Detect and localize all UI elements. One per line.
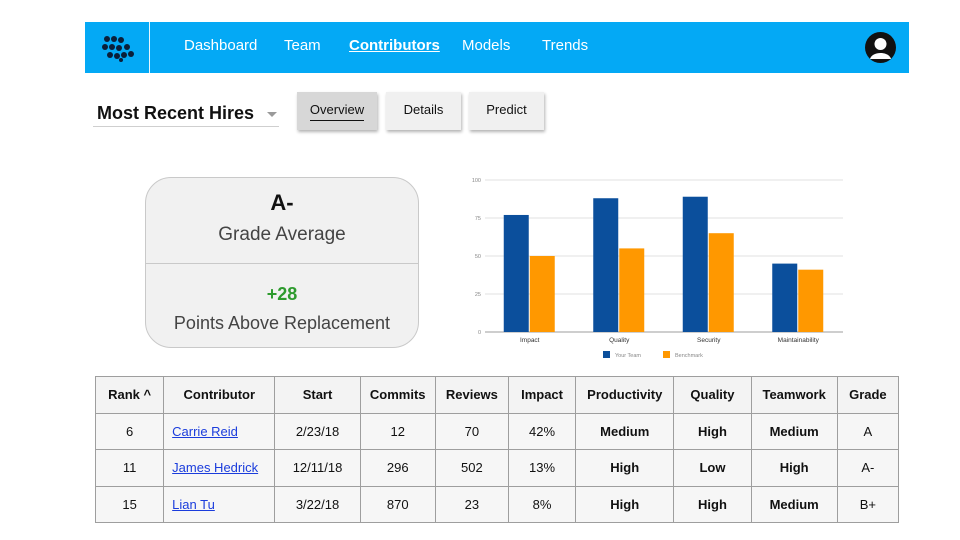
- tab-overview[interactable]: Overview: [297, 92, 377, 130]
- nav-item-models[interactable]: Models: [462, 37, 511, 54]
- nav-item-trends[interactable]: Trends: [542, 37, 589, 54]
- column-header-start[interactable]: Start: [274, 376, 361, 414]
- cell-quality: Low: [673, 449, 752, 487]
- cell-rank: 15: [94, 485, 165, 523]
- user-avatar-icon[interactable]: [865, 32, 896, 63]
- table-header-row: Rank ^ Contributor Start Commits Reviews…: [94, 376, 900, 414]
- grade-average-label: Grade Average: [218, 224, 346, 245]
- column-header-reviews[interactable]: Reviews: [434, 376, 509, 414]
- tab-predict-label: Predict: [486, 102, 527, 117]
- tab-details-label: Details: [403, 102, 444, 117]
- column-header-productivity[interactable]: Productivity: [575, 376, 675, 414]
- cell-productivity: Medium: [575, 412, 675, 450]
- y-tick-label: 75: [475, 216, 481, 222]
- column-header-grade[interactable]: Grade: [836, 376, 900, 414]
- tab-details[interactable]: Details: [386, 92, 461, 130]
- table-row: 11 James Hedrick 12/11/18 296 502 13% Hi…: [94, 449, 900, 487]
- cell-quality: High: [673, 412, 752, 450]
- legend-swatch: [603, 351, 610, 358]
- top-nav-bar: Dashboard Team Contributors Models Trend…: [85, 22, 909, 73]
- bar-benchmark: [798, 269, 824, 332]
- cell-contributor: Carrie Reid: [163, 412, 276, 450]
- view-select-label: Most Recent Hires: [97, 103, 255, 123]
- grade-average-value: A-: [270, 190, 294, 215]
- cell-teamwork: High: [750, 449, 838, 487]
- legend-swatch: [663, 351, 670, 358]
- nav-item-team[interactable]: Team: [284, 37, 321, 54]
- cell-teamwork: Medium: [750, 412, 838, 450]
- cell-teamwork: Medium: [750, 485, 838, 523]
- nav-item-dashboard[interactable]: Dashboard: [184, 37, 258, 54]
- cell-productivity: High: [575, 449, 675, 487]
- points-above-replacement-label: Points Above Replacement: [173, 313, 391, 333]
- points-above-replacement-value: +28: [266, 284, 298, 304]
- column-header-contributor[interactable]: Contributor: [163, 376, 276, 414]
- cell-contributor: James Hedrick: [163, 449, 276, 487]
- contributor-link[interactable]: Lian Tu: [172, 496, 215, 512]
- table-row: 15 Lian Tu 3/22/18 870 23 8% High High M…: [94, 485, 900, 523]
- cell-rank: 11: [94, 449, 165, 487]
- x-tick-label: Quality: [609, 337, 630, 344]
- cell-grade: A: [836, 412, 900, 450]
- cell-reviews: 70: [434, 412, 509, 450]
- column-header-quality[interactable]: Quality: [673, 376, 752, 414]
- bar-benchmark: [529, 256, 555, 332]
- grade-summary-card: A- Grade Average +28 Points Above Replac…: [145, 177, 419, 348]
- metrics-bar-chart: 0 25 50 75 100 Impact Quality Security Maintaina…: [455, 170, 855, 365]
- bar-chart-svg: 0 25 50 75 100 Impact Quality Security Maintaina…: [472, 178, 843, 359]
- y-tick-label: 50: [475, 254, 481, 260]
- nav-item-contributors[interactable]: Contributors: [349, 37, 440, 54]
- y-tick-label: 0: [478, 330, 481, 336]
- cell-start: 3/22/18: [274, 485, 361, 523]
- y-tick-label: 25: [475, 292, 481, 298]
- bar-your-team: [772, 263, 798, 332]
- x-tick-label: Security: [697, 337, 721, 344]
- table-row: 6 Carrie Reid 2/23/18 12 70 42% Medium H…: [94, 412, 900, 450]
- bar-your-team: [503, 214, 529, 332]
- cell-reviews: 23: [434, 485, 509, 523]
- cell-commits: 296: [359, 449, 436, 487]
- bar-benchmark: [619, 248, 645, 332]
- column-header-teamwork[interactable]: Teamwork: [750, 376, 838, 414]
- chevron-down-icon: [267, 112, 277, 117]
- cell-productivity: High: [575, 485, 675, 523]
- cell-impact: 8%: [507, 485, 577, 523]
- cell-commits: 12: [359, 412, 436, 450]
- logo-icon[interactable]: [101, 34, 137, 62]
- cell-impact: 13%: [507, 449, 577, 487]
- cell-contributor: Lian Tu: [163, 485, 276, 523]
- cell-reviews: 502: [434, 449, 509, 487]
- cell-grade: A-: [836, 449, 900, 487]
- contributors-table: Rank ^ Contributor Start Commits Reviews…: [94, 376, 900, 523]
- cell-quality: High: [673, 485, 752, 523]
- y-tick-label: 100: [472, 178, 481, 184]
- cell-rank: 6: [94, 412, 165, 450]
- view-select-dropdown[interactable]: Most Recent Hires: [93, 100, 279, 127]
- cell-grade: B+: [836, 485, 900, 523]
- cell-commits: 870: [359, 485, 436, 523]
- legend-label: Your Team: [615, 353, 641, 359]
- column-header-impact[interactable]: Impact: [507, 376, 577, 414]
- bar-benchmark: [708, 233, 734, 332]
- x-tick-label: Impact: [520, 337, 540, 344]
- contributor-link[interactable]: James Hedrick: [172, 460, 259, 476]
- column-header-commits[interactable]: Commits: [359, 376, 436, 414]
- contributor-link[interactable]: Carrie Reid: [172, 423, 238, 439]
- card-divider: [146, 263, 418, 264]
- column-header-rank[interactable]: Rank ^: [94, 376, 165, 414]
- tab-overview-label: Overview: [309, 102, 365, 121]
- tab-predict[interactable]: Predict: [469, 92, 544, 130]
- bar-your-team: [593, 198, 619, 332]
- cell-start: 12/11/18: [274, 449, 361, 487]
- bar-your-team: [682, 196, 708, 332]
- legend-label: Benchmark: [675, 353, 703, 359]
- nav-divider: [149, 22, 150, 73]
- x-tick-label: Maintainability: [778, 337, 820, 344]
- cell-impact: 42%: [507, 412, 577, 450]
- cell-start: 2/23/18: [274, 412, 361, 450]
